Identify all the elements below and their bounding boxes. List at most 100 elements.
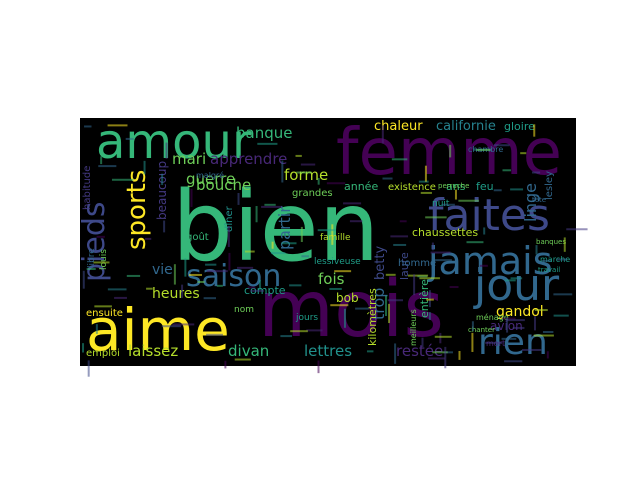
word-50: ensuite (86, 308, 123, 319)
tiny-word-mark (237, 193, 240, 205)
word-25: restée (396, 342, 443, 360)
tiny-word-mark (506, 317, 509, 333)
tiny-word-mark (281, 242, 297, 245)
tiny-word-mark (259, 279, 262, 290)
tiny-word-mark (541, 259, 551, 262)
tiny-word-mark (190, 188, 193, 207)
word-38: kilomètres (366, 288, 379, 346)
tiny-word-mark (247, 286, 256, 289)
tiny-word-mark (485, 341, 503, 344)
word-57: habitude (82, 166, 93, 210)
tiny-word-mark (301, 255, 310, 258)
word-54: goût (186, 231, 209, 243)
tiny-word-mark (493, 144, 510, 147)
tiny-word-mark (343, 308, 346, 328)
tiny-word-mark (306, 329, 323, 332)
tiny-word-mark (343, 202, 362, 205)
tiny-word-mark (236, 266, 254, 269)
tiny-word-mark (228, 252, 231, 271)
tiny-word-mark (449, 144, 452, 158)
tiny-word-mark (533, 316, 536, 331)
tiny-word-mark (449, 286, 459, 289)
tiny-word-mark (428, 312, 431, 321)
word-56: malgré (196, 170, 224, 180)
tiny-word-mark (82, 343, 85, 353)
word-33: chaleur (374, 119, 423, 134)
word-47: feu (476, 180, 494, 193)
tiny-word-mark (506, 319, 525, 322)
tiny-word-mark (420, 191, 432, 194)
tiny-word-mark (510, 188, 524, 191)
tiny-word-mark (289, 284, 302, 287)
tiny-word-mark (98, 165, 117, 168)
tiny-word-mark (331, 224, 334, 245)
tiny-word-mark (385, 273, 396, 276)
tiny-word-mark (93, 261, 110, 264)
tiny-word-mark (426, 298, 434, 301)
tiny-word-mark (387, 299, 404, 302)
tiny-word-mark (520, 152, 527, 155)
tiny-word-mark (479, 264, 488, 267)
word-65: tête (532, 196, 546, 204)
tiny-word-mark (216, 284, 223, 287)
tiny-word-mark (546, 351, 549, 359)
tiny-word-mark (271, 252, 286, 255)
tiny-word-mark (442, 203, 455, 206)
tiny-word-mark (355, 307, 369, 310)
tiny-word-mark (146, 287, 153, 290)
tiny-word-mark (205, 263, 217, 266)
tiny-word-mark (334, 270, 352, 273)
word-11: sports (122, 170, 152, 250)
tiny-word-mark (87, 360, 90, 377)
word-59: marche (540, 255, 570, 264)
word-69: chanter (468, 326, 495, 334)
tiny-word-mark (300, 226, 303, 243)
tiny-word-mark (317, 177, 320, 185)
tiny-word-mark (172, 323, 195, 326)
tiny-word-mark (432, 351, 448, 354)
tiny-word-mark (82, 270, 85, 289)
tiny-word-mark (295, 154, 302, 157)
tiny-word-mark (501, 337, 517, 340)
word-1: mois (258, 265, 444, 355)
word-46: ans (446, 180, 466, 193)
tiny-word-mark (399, 220, 407, 223)
word-60: meilleurs (409, 309, 418, 346)
tiny-word-mark (521, 348, 542, 351)
word-70: perruche (438, 182, 469, 190)
word-18: partir (275, 206, 294, 250)
tiny-word-mark (173, 264, 176, 285)
word-42: lessiveuse (314, 257, 361, 267)
word-28: fois (318, 270, 345, 288)
tiny-word-mark (424, 165, 427, 182)
word-43: famille (320, 233, 351, 243)
tiny-word-mark (366, 350, 374, 353)
word-6: jour (473, 260, 560, 311)
tiny-word-mark (290, 330, 308, 333)
tiny-word-mark (394, 343, 397, 364)
word-51: emploi (86, 348, 120, 359)
tiny-word-mark (271, 241, 274, 249)
tiny-word-mark (533, 334, 554, 337)
tiny-word-mark (163, 220, 166, 233)
tiny-word-mark (471, 321, 474, 331)
word-53: louis (99, 249, 109, 270)
tiny-word-mark (261, 205, 282, 208)
tiny-word-mark (203, 297, 216, 300)
tiny-word-mark (161, 173, 164, 186)
tiny-word-mark (533, 124, 536, 137)
tiny-word-mark (100, 156, 103, 165)
tiny-word-mark (349, 220, 363, 223)
tiny-word-mark (317, 229, 336, 232)
tiny-word-mark (444, 346, 447, 369)
tiny-word-mark (95, 324, 98, 334)
word-14: mari (172, 150, 206, 168)
tiny-word-mark (145, 237, 152, 240)
word-49: jours (295, 313, 318, 323)
word-35: gloire (504, 120, 535, 133)
tiny-word-mark (257, 142, 278, 145)
word-24: lettres (304, 342, 352, 360)
word-26: laissez (128, 342, 178, 360)
tiny-word-mark (330, 304, 349, 307)
